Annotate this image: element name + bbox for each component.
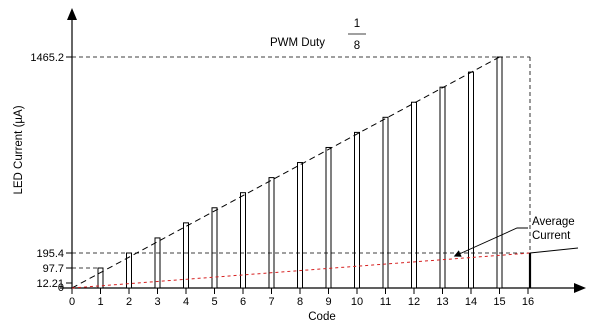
average-pointer (453, 227, 528, 257)
x-tick-label-16: 16 (522, 296, 534, 308)
x-tick-label-6: 6 (240, 296, 246, 308)
duty-numerator: 1 (354, 18, 360, 30)
y-axis-title: LED Current (µA) (13, 105, 25, 194)
x-axis-arrow (574, 283, 586, 293)
x-tick-label-2: 2 (126, 296, 132, 308)
bar-code-12 (411, 101, 417, 289)
bar-code-13 (439, 86, 446, 289)
x-tick-label-15: 15 (493, 296, 505, 308)
y-axis-arrow (67, 8, 77, 20)
x-tick-label-14: 14 (465, 296, 477, 308)
bar-code-11 (382, 116, 389, 289)
x-ticks-group: 0 1 2 3 4 5 6 7 8 9 10 11 12 13 14 15 16012.2197.7195.41… (30, 52, 534, 308)
x-tick-label-3: 3 (154, 296, 160, 308)
x-tick-label-10: 10 (351, 296, 363, 308)
x-tick-label-11: 11 (380, 296, 391, 308)
y-tick-label-4: 1465.2 (30, 52, 64, 64)
bar-code-7 (268, 177, 275, 289)
bar-code-10 (354, 131, 360, 289)
x-axis-title: Code (308, 311, 336, 323)
x-tick-label-5: 5 (211, 296, 217, 308)
average-label-line1: Average (532, 216, 575, 228)
average-label-line2: Current (532, 230, 571, 242)
y-tick-label-0: 0 (58, 282, 64, 294)
x-tick-label-13: 13 (436, 296, 448, 308)
x-tick-label-0: 0 (69, 296, 75, 308)
chart-title: PWM Duty (270, 37, 325, 49)
reference-lines-group (71, 56, 579, 289)
y-tick-label-3: 195.4 (36, 248, 64, 260)
bar-code-5 (211, 207, 218, 289)
x-tick-label-8: 8 (297, 296, 303, 308)
bar-code-4 (183, 222, 189, 289)
bar-code-8 (297, 162, 303, 289)
x-tick-label-12: 12 (408, 296, 420, 308)
average-extension-line (529, 247, 579, 254)
x-tick-label-4: 4 (183, 296, 189, 308)
y-tick-label-1: 12.21 (36, 278, 64, 290)
bar-code-1 (97, 267, 104, 289)
x-tick-label-7: 7 (268, 296, 274, 308)
bar-code-9 (325, 146, 332, 289)
y-tick-label-2: 97.7 (43, 263, 64, 275)
x-tick-label-9: 9 (325, 296, 331, 308)
bar-code-6 (240, 192, 246, 289)
duty-denominator: 8 (354, 40, 360, 52)
envelope-line (71, 56, 500, 289)
x-tick-label-1: 1 (97, 296, 103, 308)
bar-code-3 (154, 237, 161, 289)
average-current-line (71, 252, 531, 289)
bar-code-14 (468, 71, 474, 289)
